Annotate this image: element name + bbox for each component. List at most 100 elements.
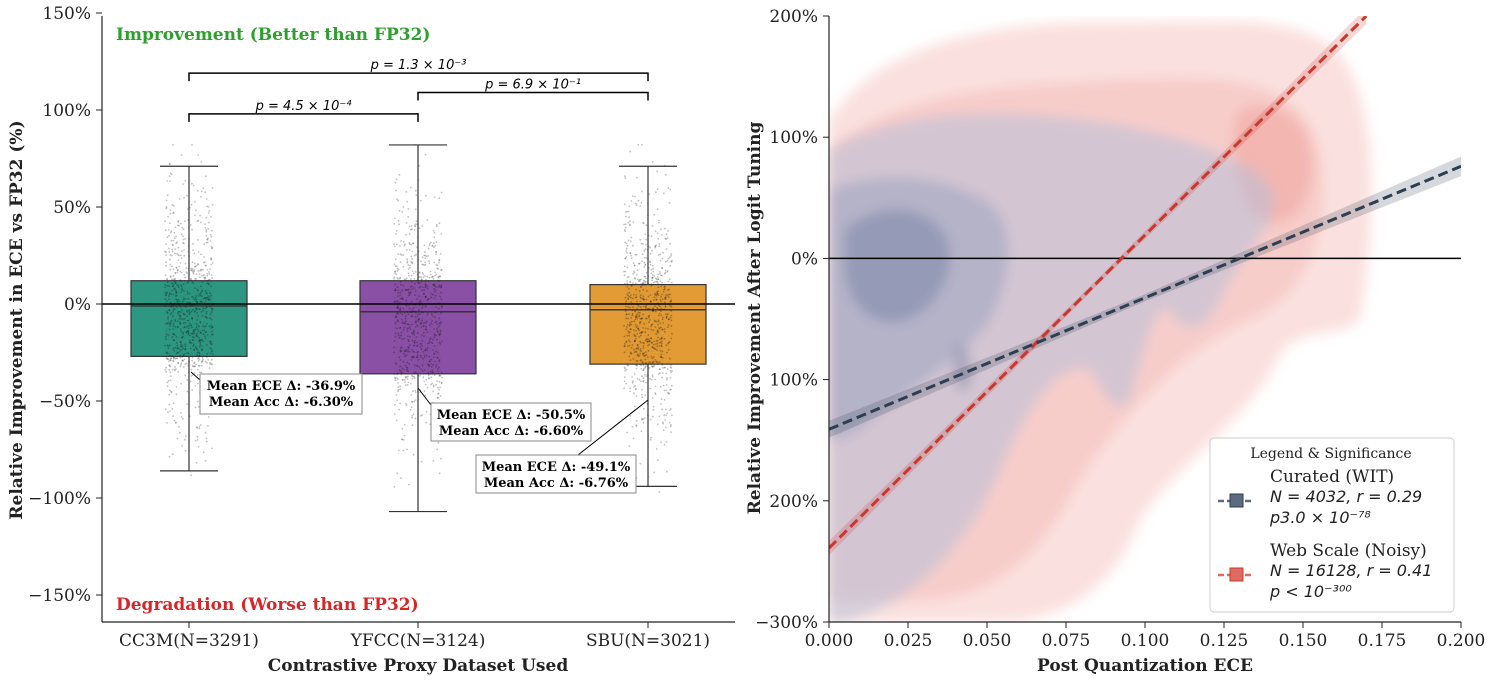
data-point — [189, 347, 192, 350]
data-point — [411, 331, 413, 334]
data-point — [190, 267, 193, 270]
data-point — [623, 265, 626, 268]
data-point — [175, 266, 178, 269]
data-point — [646, 338, 649, 340]
data-point — [209, 361, 211, 364]
data-point — [626, 266, 629, 269]
data-point — [649, 360, 651, 363]
data-point — [656, 349, 658, 352]
data-point — [626, 244, 629, 247]
data-point — [406, 378, 409, 380]
data-point — [400, 477, 402, 479]
data-point — [178, 254, 181, 257]
data-point — [630, 294, 632, 296]
data-point — [179, 322, 182, 325]
data-point — [165, 323, 167, 325]
data-point — [407, 313, 410, 315]
data-point — [172, 357, 175, 360]
data-point — [187, 333, 190, 335]
data-point — [662, 290, 665, 293]
data-point — [425, 348, 427, 350]
data-point — [172, 275, 175, 277]
data-point — [405, 288, 408, 291]
data-point — [195, 278, 198, 280]
data-point — [422, 263, 425, 266]
data-point — [172, 212, 175, 215]
data-point — [180, 343, 182, 345]
data-point — [398, 337, 401, 339]
data-point — [184, 321, 187, 324]
data-point — [209, 305, 212, 308]
data-point — [177, 351, 180, 354]
data-point — [197, 295, 200, 297]
data-point — [211, 262, 214, 264]
data-point — [626, 334, 629, 337]
data-point — [623, 203, 626, 206]
data-point — [399, 402, 401, 405]
data-point — [401, 367, 404, 370]
data-point — [436, 351, 439, 354]
data-point — [643, 261, 646, 264]
data-point — [406, 258, 409, 261]
data-point — [194, 406, 197, 409]
data-point — [635, 253, 638, 256]
data-point — [637, 280, 640, 282]
data-point — [172, 204, 175, 207]
data-point — [625, 250, 627, 252]
data-point — [417, 358, 420, 361]
data-point — [414, 225, 417, 228]
data-point — [433, 297, 436, 300]
data-point — [661, 293, 663, 296]
data-point — [663, 330, 666, 333]
data-point — [175, 298, 178, 301]
data-point — [626, 285, 629, 288]
data-point — [193, 365, 196, 368]
data-point — [630, 328, 632, 331]
data-point — [634, 202, 637, 205]
data-point — [425, 354, 428, 357]
data-point — [662, 384, 665, 387]
data-point — [656, 188, 659, 191]
data-point — [169, 344, 171, 347]
data-point — [184, 262, 187, 265]
data-point — [180, 154, 183, 156]
data-point — [405, 233, 407, 236]
data-point — [636, 377, 639, 380]
data-point — [419, 375, 421, 377]
data-point — [639, 380, 642, 383]
data-point — [629, 252, 632, 255]
data-point — [182, 333, 185, 335]
data-point — [628, 445, 631, 447]
data-point — [643, 342, 645, 345]
data-point — [180, 308, 183, 311]
data-point — [399, 309, 402, 311]
data-point — [196, 427, 199, 429]
data-point — [436, 338, 438, 341]
data-point — [393, 243, 395, 246]
data-point — [638, 289, 641, 292]
data-point — [645, 243, 647, 246]
data-point — [433, 242, 435, 245]
data-point — [194, 214, 196, 217]
data-point — [171, 453, 174, 456]
data-point — [408, 266, 411, 269]
data-point — [641, 396, 644, 398]
data-point — [437, 386, 439, 389]
data-point — [175, 242, 178, 245]
data-point — [176, 342, 178, 344]
data-point — [438, 360, 441, 363]
data-point — [423, 324, 425, 327]
data-point — [184, 179, 187, 182]
data-point — [200, 371, 203, 374]
data-point — [657, 331, 660, 334]
data-point — [404, 377, 407, 379]
data-point — [199, 424, 202, 426]
data-point — [413, 377, 416, 379]
data-point — [426, 349, 429, 352]
data-point — [643, 280, 646, 282]
data-point — [169, 172, 172, 175]
data-point — [184, 220, 186, 223]
data-point — [189, 380, 192, 383]
data-point — [179, 356, 182, 359]
data-point — [642, 421, 645, 424]
